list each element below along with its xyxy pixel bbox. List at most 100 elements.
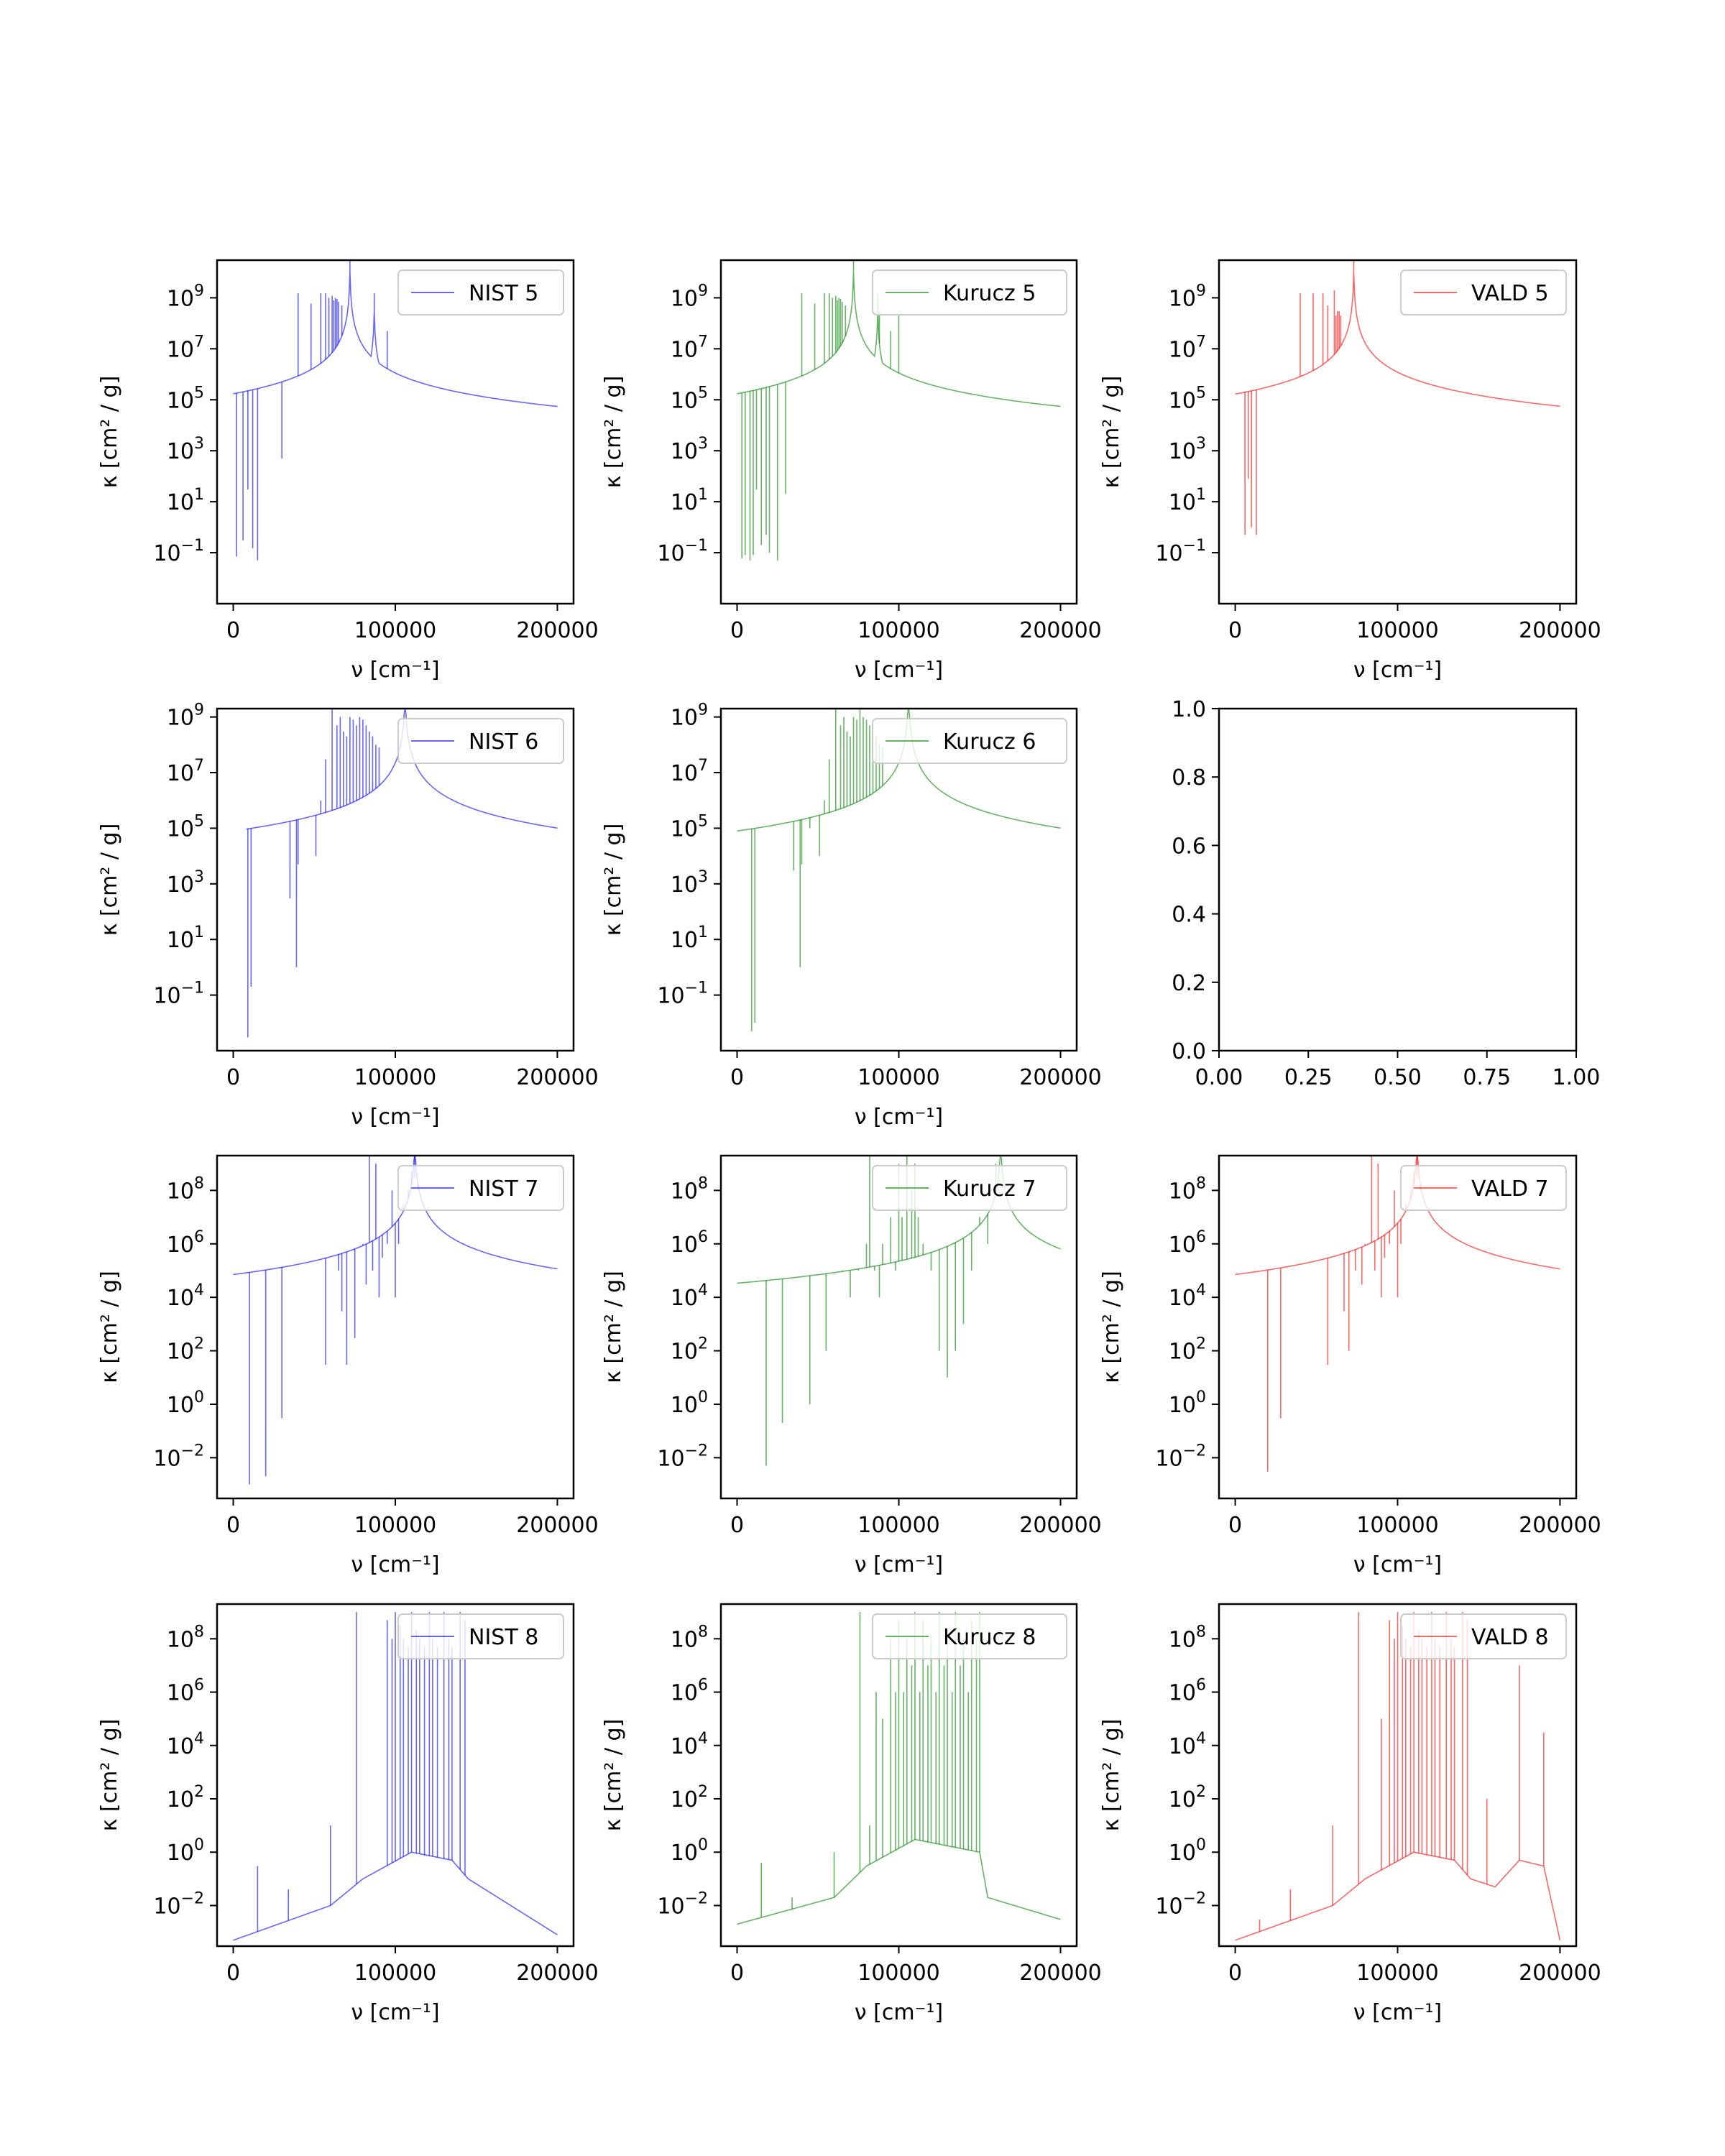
y-tick-label: 10−2	[1155, 1442, 1206, 1471]
legend-label: Kurucz 6	[943, 729, 1036, 755]
x-tick-label: 200000	[516, 1065, 599, 1090]
subplot-1: 0 100000 200000 10−1 101 103 105 107 109 ν [cm⁻¹]…	[97, 259, 599, 683]
y-tick-label: 109	[1169, 282, 1206, 311]
x-tick-label: 200000	[1019, 1065, 1102, 1090]
data-area	[1235, 260, 1560, 535]
x-axis-label: ν [cm⁻¹]	[855, 658, 943, 683]
axes-frame	[216, 1154, 575, 1500]
y-tick-label: 106	[671, 1228, 708, 1258]
legend: NIST 5	[397, 270, 564, 315]
y-tick-label: 103	[671, 868, 708, 898]
x-tick-label: 200000	[1519, 618, 1601, 643]
x-tick-label: 0	[1228, 618, 1242, 643]
x-tick-label: 0.00	[1195, 1065, 1243, 1090]
y-tick-label: 10−2	[657, 1442, 708, 1471]
subplot-12: 0 100000 200000 10−2 100 102 104 106 108 ν [cm⁻¹]…	[1099, 1603, 1601, 2025]
x-axis-label: ν [cm⁻¹]	[855, 1552, 943, 1577]
y-tick-label: 105	[671, 384, 708, 413]
x-axis-label: ν [cm⁻¹]	[1353, 1552, 1442, 1577]
y-tick-label: 105	[167, 812, 204, 842]
subplot-5: 0 100000 200000 10−1 101 103 105 107 109 ν [cm⁻¹]…	[601, 701, 1102, 1130]
x-tick-label: 100000	[1356, 1513, 1439, 1538]
legend-box	[1400, 1613, 1567, 1659]
y-tick-label: 109	[167, 282, 204, 311]
y-tick-label: 101	[167, 923, 204, 953]
subplot-8: 0 100000 200000 10−2 100 102 104 106 108 ν [cm⁻¹]…	[601, 1154, 1102, 1577]
legend-label: Kurucz 8	[943, 1625, 1036, 1650]
legend-label: VALD 7	[1471, 1176, 1549, 1202]
legend-label: NIST 7	[469, 1176, 538, 1202]
legend-label: NIST 6	[469, 729, 538, 755]
axes-frame	[719, 707, 1078, 1052]
y-tick-label: 105	[167, 384, 204, 413]
x-axis-label: ν [cm⁻¹]	[855, 1105, 943, 1130]
axes-frame	[1218, 707, 1578, 1052]
y-axis-label: κ [cm² / g]	[97, 1719, 122, 1832]
legend-box	[1400, 1165, 1567, 1211]
series-continuum	[233, 1851, 558, 1941]
legend-box	[872, 1165, 1067, 1211]
y-tick-label: 107	[167, 757, 204, 786]
x-axis-label: ν [cm⁻¹]	[351, 1552, 439, 1577]
y-tick-label: 101	[671, 923, 708, 953]
subplot-10: 0 100000 200000 10−2 100 102 104 106 108 ν [cm⁻¹]…	[97, 1603, 599, 2025]
subplot-4: 0 100000 200000 10−1 101 103 105 107 109 ν [cm⁻¹]…	[97, 701, 599, 1130]
x-tick-label: 200000	[1019, 1961, 1102, 1986]
y-tick-label: 109	[671, 282, 708, 311]
y-tick-label: 104	[167, 1730, 204, 1759]
y-axis-label: κ [cm² / g]	[1099, 1271, 1124, 1383]
subplot-11: 0 100000 200000 10−2 100 102 104 106 108 ν [cm⁻¹]…	[601, 1603, 1102, 2025]
x-tick-label: 0	[730, 618, 744, 643]
x-axis-label: ν [cm⁻¹]	[351, 1105, 439, 1130]
y-tick-label: 0.8	[1172, 765, 1206, 791]
legend-label: Kurucz 7	[943, 1176, 1036, 1202]
y-tick-label: 102	[1169, 1335, 1206, 1365]
y-tick-label: 107	[167, 333, 204, 362]
legend: VALD 7	[1400, 1165, 1567, 1211]
legend-box	[872, 1613, 1067, 1659]
axes-frame	[719, 1154, 1078, 1500]
y-tick-label: 100	[671, 1836, 708, 1866]
x-tick-label: 100000	[1356, 1961, 1439, 1986]
x-axis-label: ν [cm⁻¹]	[855, 2000, 943, 2025]
x-tick-label: 100000	[354, 618, 437, 643]
x-tick-label: 100000	[354, 1961, 437, 1986]
series-continuum	[737, 272, 1061, 407]
y-tick-label: 102	[671, 1335, 708, 1365]
y-tick-label: 104	[671, 1730, 708, 1759]
x-tick-label: 100000	[354, 1065, 437, 1090]
axes-frame	[719, 259, 1078, 605]
y-tick-label: 102	[167, 1783, 204, 1812]
y-tick-label: 10−2	[153, 1442, 204, 1471]
y-tick-label: 100	[1169, 1388, 1206, 1418]
y-tick-label: 104	[1169, 1730, 1206, 1759]
y-tick-label: 108	[167, 1623, 204, 1652]
axes-frame	[216, 259, 575, 605]
y-tick-label: 100	[167, 1836, 204, 1866]
axes-frame	[719, 1603, 1078, 1948]
data-area	[233, 1156, 558, 1485]
y-tick-label: 107	[671, 333, 708, 362]
subplot-6: 0.00 0.25 0.50 0.75 1.00 0.0 0.2 0.4 0.6 0.8 1.0	[1172, 697, 1600, 1090]
x-tick-label: 200000	[516, 1961, 599, 1986]
x-tick-label: 0.25	[1284, 1065, 1333, 1090]
y-tick-label: 10−1	[657, 980, 708, 1009]
y-tick-label: 108	[671, 1623, 708, 1652]
y-tick-label: 105	[671, 812, 708, 842]
y-tick-label: 105	[1169, 384, 1206, 413]
x-axis-label: ν [cm⁻¹]	[351, 2000, 439, 2025]
axes-frame	[216, 707, 575, 1052]
y-tick-label: 107	[1169, 333, 1206, 362]
y-tick-label: 106	[1169, 1677, 1206, 1706]
data-area	[233, 260, 558, 561]
x-tick-label: 200000	[1019, 1513, 1102, 1538]
y-tick-label: 106	[167, 1228, 204, 1258]
y-tick-label: 109	[671, 701, 708, 731]
y-tick-label: 103	[167, 435, 204, 464]
x-tick-label: 100000	[857, 618, 940, 643]
legend-box	[1400, 270, 1567, 315]
y-tick-label: 103	[1169, 435, 1206, 464]
x-tick-label: 0	[226, 1961, 240, 1986]
y-tick-label: 10−1	[153, 980, 204, 1009]
y-tick-label: 102	[671, 1783, 708, 1812]
